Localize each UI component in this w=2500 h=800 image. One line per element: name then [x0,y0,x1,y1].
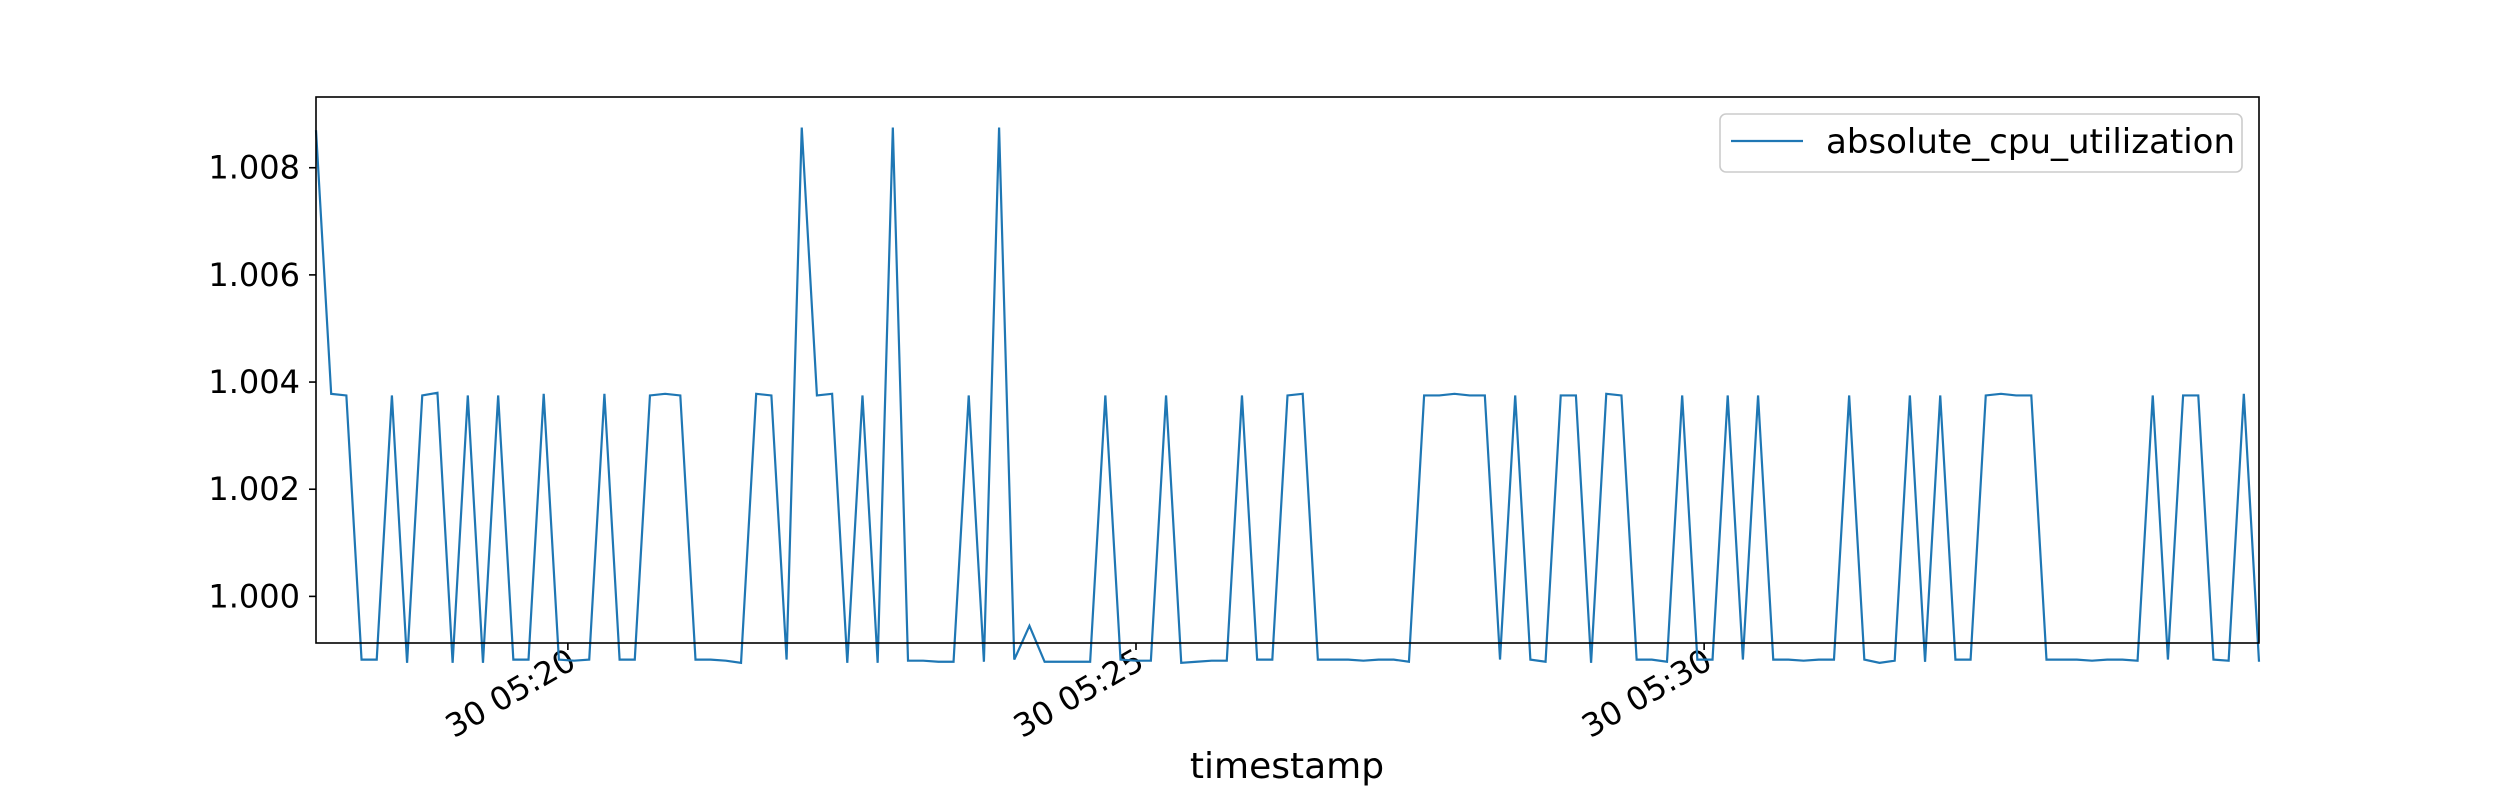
x-tick-label: 30 05:20 [439,641,582,745]
legend-box [1719,113,2243,173]
ticks-layer: 1.000 1.002 1.004 1.006 1.008 30 05:20 30 05:2… [208,149,1718,746]
y-tick-label: 1.006 [208,256,300,294]
legend-label-absolute-cpu-utilization: absolute_cpu_utilization [1826,122,2235,162]
plot-area-frame [315,96,2260,644]
y-tick-label: 1.002 [208,470,300,508]
legend: absolute_cpu_utilization [1719,113,2243,173]
y-tick-label: 1.004 [208,363,300,401]
series-line-absolute-cpu-utilization [314,127,2261,665]
x-axis-title: timestamp [1190,746,1384,787]
series-layer [314,127,2261,665]
y-tick-label: 1.008 [208,149,300,187]
x-tick-label: 30 05:25 [1007,641,1150,745]
y-tick-label: 1.000 [208,577,300,615]
